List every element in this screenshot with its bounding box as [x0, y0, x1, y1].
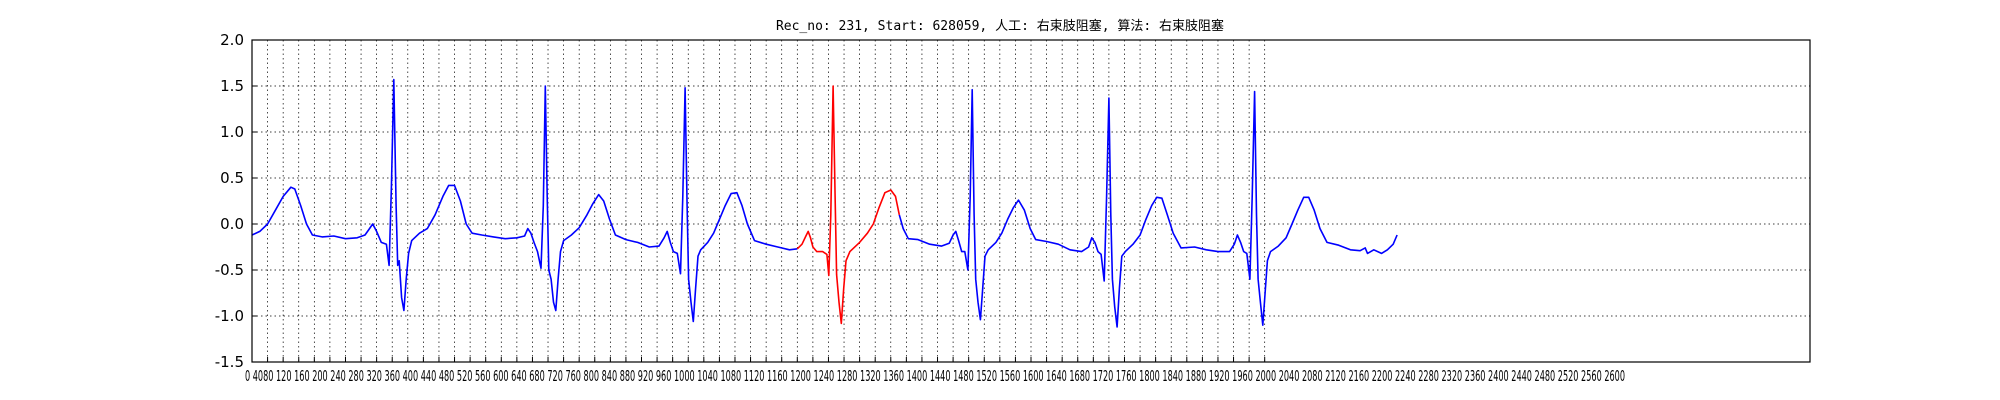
y-tick-label: 2.0 — [220, 31, 244, 49]
y-tick-label: 1.0 — [220, 123, 244, 141]
ecg-series-line-1 — [251, 78, 798, 323]
chart-title: Rec_no: 231, Start: 628059, 人工: 右束肢阻塞, 算… — [776, 18, 1224, 34]
y-tick-label: -1.5 — [215, 353, 244, 371]
ecg-series-line-2 — [796, 85, 901, 325]
series-layer — [251, 78, 1398, 328]
y-tick-label: -0.5 — [215, 261, 244, 279]
y-tick-label: 0.0 — [220, 215, 244, 233]
y-axis: 2.0 1.5 1.0 0.5 0.0 -0.5 -1.0 -1.5 — [215, 31, 257, 371]
ecg-series-line-3 — [898, 88, 1398, 328]
y-tick-label: 0.5 — [220, 169, 244, 187]
plot-frame — [251, 39, 1811, 363]
y-tick-label: 1.5 — [220, 77, 244, 95]
x-tick-labels: 0 4080 120 160 200 240 280 320 360 400 4… — [245, 367, 1625, 385]
y-tick-label: -1.0 — [215, 307, 244, 325]
x-axis: 0 4080 120 160 200 240 280 320 360 400 4… — [245, 367, 1625, 385]
